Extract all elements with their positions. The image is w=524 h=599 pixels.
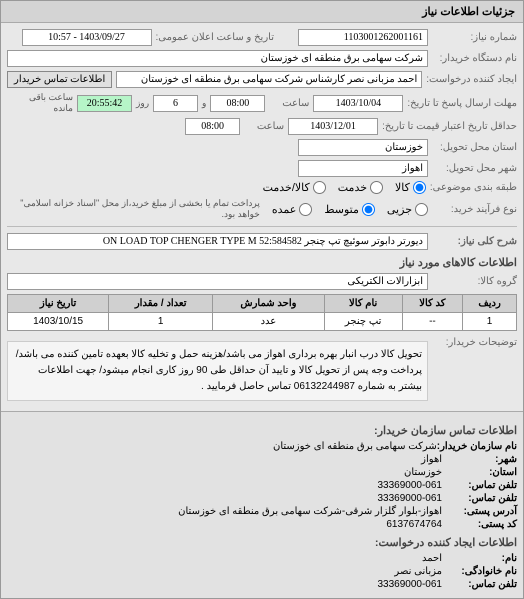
buyer-desc-text: تحویل کالا درب انبار بهره برداری اهواز م… <box>7 341 428 401</box>
contact-fax: 33369000-061 <box>377 493 442 504</box>
creator-input[interactable] <box>116 71 422 88</box>
delivery-city-label: شهر محل تحویل: <box>432 163 517 174</box>
creator-name-label: نام: <box>442 553 517 564</box>
radio-goods-service[interactable]: کالا/خدمت <box>263 181 326 194</box>
validity-date-input[interactable] <box>288 118 378 135</box>
days-unit: روز <box>136 98 149 109</box>
delivery-city-input[interactable] <box>298 160 428 177</box>
creator-lastname-label: نام خانوادگی: <box>442 566 517 577</box>
contact-phone-label: تلفن تماس: <box>442 480 517 491</box>
creator-phone: 33369000-061 <box>377 579 442 590</box>
buyer-desc-label: توضیحات خریدار: <box>432 337 517 348</box>
days-and: و <box>202 98 206 109</box>
radio-small[interactable]: جزیی <box>387 203 428 216</box>
remaining-label: ساعت باقی مانده <box>7 92 73 114</box>
td-index: 1 <box>463 313 517 331</box>
radio-goods-label: کالا <box>395 181 410 194</box>
radio-medium[interactable]: متوسط <box>324 203 375 216</box>
public-datetime-input[interactable] <box>22 29 152 46</box>
deadline-time-input[interactable] <box>210 95 265 112</box>
th-unit: واحد شمارش <box>213 295 324 313</box>
td-name: تپ چنجر <box>324 313 402 331</box>
td-code: -- <box>402 313 462 331</box>
radio-medium-label: متوسط <box>324 203 359 216</box>
contact-postal: 6137674764 <box>386 519 442 530</box>
creator-contact-title: اطلاعات ایجاد کننده درخواست: <box>7 536 517 549</box>
contact-address-label: آدرس پستی: <box>442 506 517 517</box>
td-date: 1403/10/15 <box>8 313 109 331</box>
radio-large-label: عمده <box>272 203 296 216</box>
creator-label: ایجاد کننده درخواست: <box>426 74 517 85</box>
category-label: طبقه بندی موضوعی: <box>430 182 517 193</box>
items-table: ردیف کد کالا نام کالا واحد شمارش تعداد /… <box>7 294 517 331</box>
th-name: نام کالا <box>324 295 402 313</box>
keyword-input[interactable] <box>7 233 428 250</box>
creator-name: احمد <box>422 553 442 564</box>
group-label: گروه کالا: <box>432 276 517 287</box>
th-index: ردیف <box>463 295 517 313</box>
radio-goods[interactable]: کالا <box>395 181 426 194</box>
contact-org-label: نام سازمان خریدار: <box>437 441 517 452</box>
th-date: تاریخ نیاز <box>8 295 109 313</box>
contact-org: شرکت سهامی برق منطقه ای خوزستان <box>273 441 437 452</box>
validity-time-input[interactable] <box>185 118 240 135</box>
contact-info-button[interactable]: اطلاعات تماس خریدار <box>7 71 112 88</box>
radio-small-label: جزیی <box>387 203 412 216</box>
time-label-2: ساعت <box>244 121 284 132</box>
page-header: جزئیات اطلاعات نیاز <box>1 1 523 23</box>
public-datetime-label: تاریخ و ساعت اعلان عمومی: <box>156 32 275 43</box>
process-label: نوع فرآیند خرید: <box>432 204 517 215</box>
process-note: پرداخت تمام یا بخشی از مبلغ خرید،از محل … <box>7 198 260 220</box>
creator-phone-label: تلفن تماس: <box>442 579 517 590</box>
validity-label: حداقل تاریخ اعتبار قیمت تا تاریخ: <box>382 121 517 132</box>
contact-state-label: استان: <box>442 467 517 478</box>
remaining-time-input <box>77 95 132 112</box>
time-label-1: ساعت <box>269 98 309 109</box>
days-input[interactable] <box>153 95 198 112</box>
divider-1 <box>7 226 517 227</box>
radio-goods-service-label: کالا/خدمت <box>263 181 310 194</box>
th-code: کد کالا <box>402 295 462 313</box>
need-number-label: شماره نیاز: <box>432 32 517 43</box>
delivery-state-input[interactable] <box>298 139 428 156</box>
category-radio-group: کالا خدمت کالا/خدمت <box>263 181 426 194</box>
creator-lastname: مزبانی نصر <box>394 566 442 577</box>
requester-input[interactable] <box>7 50 428 67</box>
contact-address: اهواز-بلوار گلزار شرقی-شرکت سهامی برق من… <box>178 506 442 517</box>
delivery-state-label: استان محل تحویل: <box>432 142 517 153</box>
deadline-label: مهلت ارسال پاسخ تا تاریخ: <box>407 98 517 109</box>
td-qty: 1 <box>109 313 213 331</box>
contact-fax-label: تلفن تماس: <box>442 493 517 504</box>
contact-city: اهواز <box>421 454 442 465</box>
process-radio-group: جزیی متوسط عمده <box>272 203 428 216</box>
contact-state: خوزستان <box>404 467 442 478</box>
contact-title: اطلاعات تماس سازمان خریدار: <box>7 424 517 437</box>
td-unit: عدد <box>213 313 324 331</box>
contact-city-label: شهر: <box>442 454 517 465</box>
th-qty: تعداد / مقدار <box>109 295 213 313</box>
contact-phone: 33369000-061 <box>377 480 442 491</box>
deadline-date-input[interactable] <box>313 95 403 112</box>
keyword-label: شرح کلی نیاز: <box>432 236 517 247</box>
group-input[interactable] <box>7 273 428 290</box>
contact-postal-label: کد پستی: <box>442 519 517 530</box>
radio-service[interactable]: خدمت <box>338 181 383 194</box>
items-title: اطلاعات کالاهای مورد نیاز <box>7 256 517 269</box>
radio-large[interactable]: عمده <box>272 203 312 216</box>
need-number-input[interactable] <box>298 29 428 46</box>
requester-label: نام دستگاه خریدار: <box>432 53 517 64</box>
table-header-row: ردیف کد کالا نام کالا واحد شمارش تعداد /… <box>8 295 517 313</box>
table-row[interactable]: 1 -- تپ چنجر عدد 1 1403/10/15 <box>8 313 517 331</box>
radio-service-label: خدمت <box>338 181 367 194</box>
